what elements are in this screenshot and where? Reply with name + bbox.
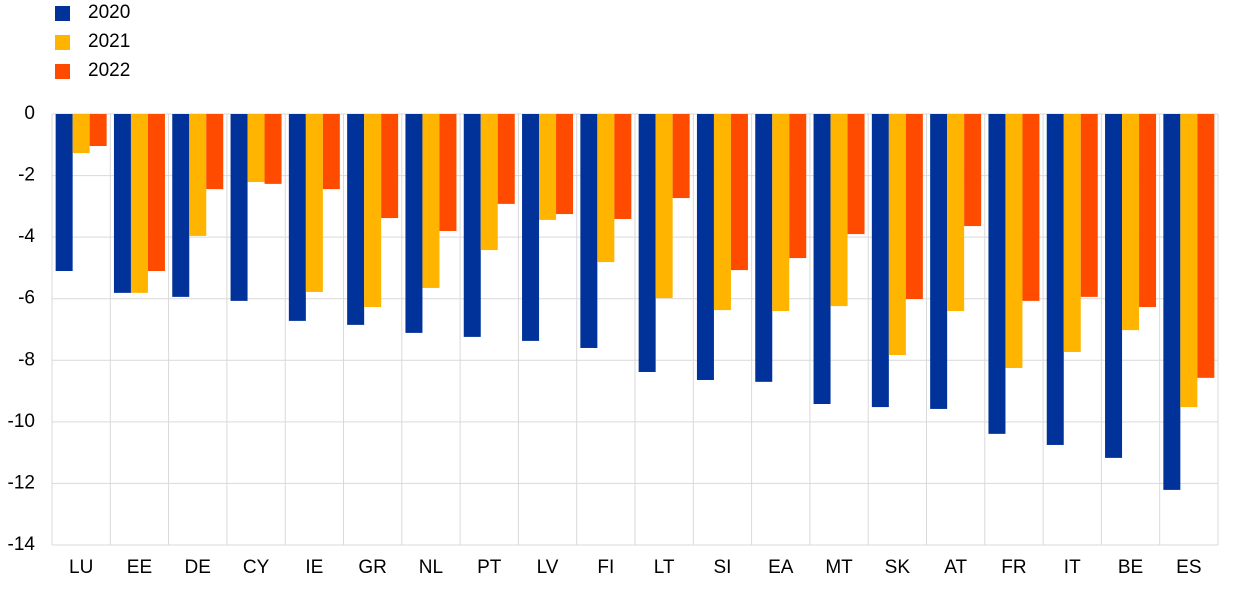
bar	[1046, 114, 1064, 445]
bar	[130, 114, 148, 293]
x-tick-label: SI	[713, 557, 731, 578]
bar	[830, 114, 848, 307]
bar	[713, 114, 731, 311]
y-tick-label: -8	[18, 349, 35, 370]
bar	[888, 114, 906, 356]
x-tick-label: EE	[127, 557, 152, 578]
legend-label: 2020	[88, 2, 130, 23]
bar	[305, 114, 323, 292]
bar	[1197, 114, 1215, 378]
x-tick-label: LT	[654, 557, 675, 578]
bar	[364, 114, 382, 308]
bar	[638, 114, 656, 372]
x-tick-label: IE	[305, 557, 323, 578]
y-tick-label: -12	[8, 472, 35, 493]
bar	[381, 114, 399, 219]
bar	[147, 114, 165, 272]
bar	[206, 114, 224, 190]
legend-label: 2022	[88, 60, 130, 81]
legend-label: 2021	[88, 31, 130, 52]
bar	[189, 114, 207, 236]
y-tick-label: -10	[8, 411, 35, 432]
bar	[755, 114, 773, 382]
bar	[230, 114, 248, 301]
bar	[405, 114, 423, 333]
bar	[871, 114, 889, 408]
x-tick-label: BE	[1118, 557, 1143, 578]
bar	[497, 114, 515, 204]
bar	[655, 114, 673, 299]
legend-swatch	[55, 35, 70, 50]
bar	[480, 114, 498, 251]
bar	[696, 114, 714, 380]
x-tick-label: CY	[243, 557, 270, 578]
bar	[264, 114, 282, 184]
bar	[1139, 114, 1157, 308]
bar	[347, 114, 365, 325]
y-tick-label: 0	[24, 103, 35, 124]
bar	[597, 114, 615, 263]
bar	[439, 114, 457, 231]
bar	[539, 114, 557, 220]
y-tick-label: -14	[8, 534, 36, 555]
bar	[947, 114, 965, 312]
x-tick-label: ES	[1176, 557, 1201, 578]
x-tick-label: LU	[69, 557, 93, 578]
bar	[113, 114, 131, 293]
x-tick-label: NL	[419, 557, 443, 578]
legend-swatch	[55, 64, 70, 79]
bar	[789, 114, 807, 259]
bar	[556, 114, 574, 215]
y-tick-label: -2	[18, 165, 35, 186]
bar	[1105, 114, 1123, 458]
y-tick-label: -4	[18, 226, 35, 247]
bar	[1005, 114, 1023, 368]
legend-swatch	[55, 6, 70, 21]
bar	[1022, 114, 1040, 301]
bar	[1063, 114, 1081, 352]
bar	[614, 114, 632, 219]
x-tick-label: MT	[825, 557, 853, 578]
bar	[964, 114, 982, 227]
bar	[288, 114, 306, 321]
bar	[580, 114, 598, 348]
bar	[1080, 114, 1098, 297]
x-tick-label: AT	[944, 557, 967, 578]
bar	[847, 114, 865, 235]
bar	[89, 114, 107, 147]
bar	[247, 114, 265, 183]
bar	[1163, 114, 1181, 490]
x-tick-label: DE	[185, 557, 211, 578]
bar	[930, 114, 948, 409]
bar	[422, 114, 440, 288]
bar	[1180, 114, 1198, 408]
bar	[322, 114, 340, 190]
y-tick-label: -6	[18, 288, 35, 309]
x-tick-label: IT	[1064, 557, 1081, 578]
x-tick-label: PT	[477, 557, 502, 578]
x-tick-label: GR	[358, 557, 387, 578]
bar	[813, 114, 831, 405]
bar	[172, 114, 190, 297]
x-tick-label: SK	[885, 557, 911, 578]
x-tick-label: FI	[597, 557, 614, 578]
bar	[72, 114, 90, 154]
bar	[463, 114, 481, 337]
bar	[672, 114, 690, 199]
bar	[55, 114, 73, 272]
x-tick-label: LV	[537, 557, 559, 578]
bar	[730, 114, 748, 271]
bar	[905, 114, 923, 300]
x-tick-label: FR	[1001, 557, 1026, 578]
bar	[772, 114, 790, 312]
bar	[522, 114, 540, 341]
x-tick-label: EA	[768, 557, 794, 578]
bar	[1122, 114, 1140, 331]
bar	[988, 114, 1006, 434]
